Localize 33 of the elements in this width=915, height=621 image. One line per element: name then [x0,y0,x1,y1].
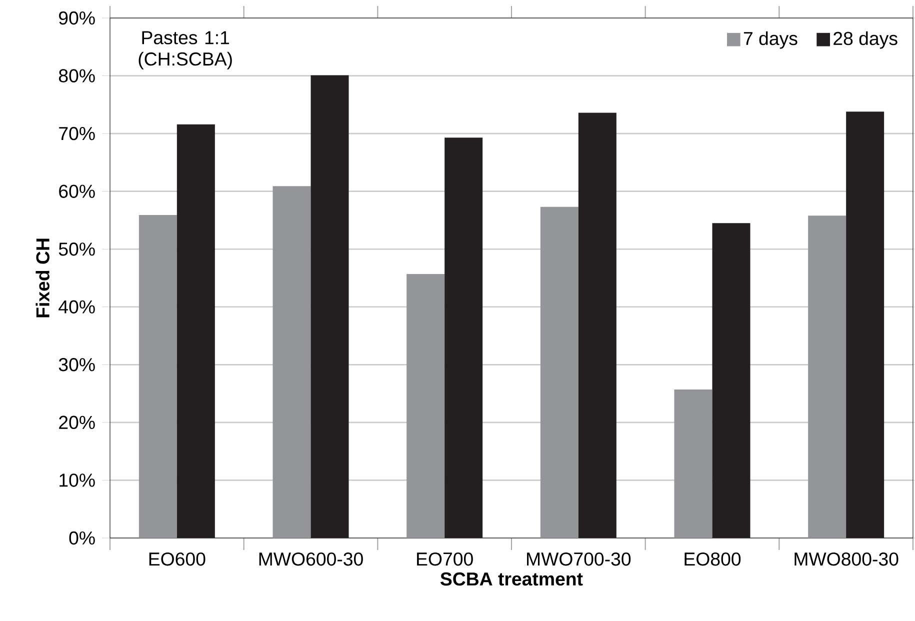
bar [578,112,616,538]
y-tick-label: 30% [58,358,95,372]
y-axis-title: Fixed CH [36,238,50,318]
x-tick-label: MWO800-30 [794,552,898,566]
bar [444,138,483,538]
y-tick-label: 10% [60,474,95,487]
bar [138,215,177,538]
annotation: Pastes 1:1 (CH:SCBA) [138,31,232,70]
x-tick-label: EO700 [417,552,473,566]
bar [540,206,578,538]
x-tick-label: EO800 [684,552,741,566]
bar [272,186,311,538]
y-tick-label: 0% [69,531,95,545]
y-tick-label: 60% [59,184,95,198]
y-tick-label: 40% [58,300,95,314]
y-tick-label: 80% [58,69,95,82]
bar [846,112,884,538]
y-tick-label: 90% [59,11,95,25]
bar [808,216,846,538]
x-tick-label: EO600 [149,552,206,566]
y-tick-label: 70% [59,126,95,140]
bar [176,124,215,538]
legend-label: 7 days [744,31,798,49]
bar [406,274,445,538]
y-tick-label: 20% [59,416,95,430]
x-tick-label: MWO600-30 [259,552,363,566]
x-axis-title: SCBA treatment [440,572,583,586]
bar [674,390,712,538]
legend-label: 28 days [834,31,898,49]
y-tick-label: 50% [58,242,95,256]
bar [712,223,750,538]
bar [310,75,349,538]
x-tick-label: MWO700-30 [527,552,631,566]
